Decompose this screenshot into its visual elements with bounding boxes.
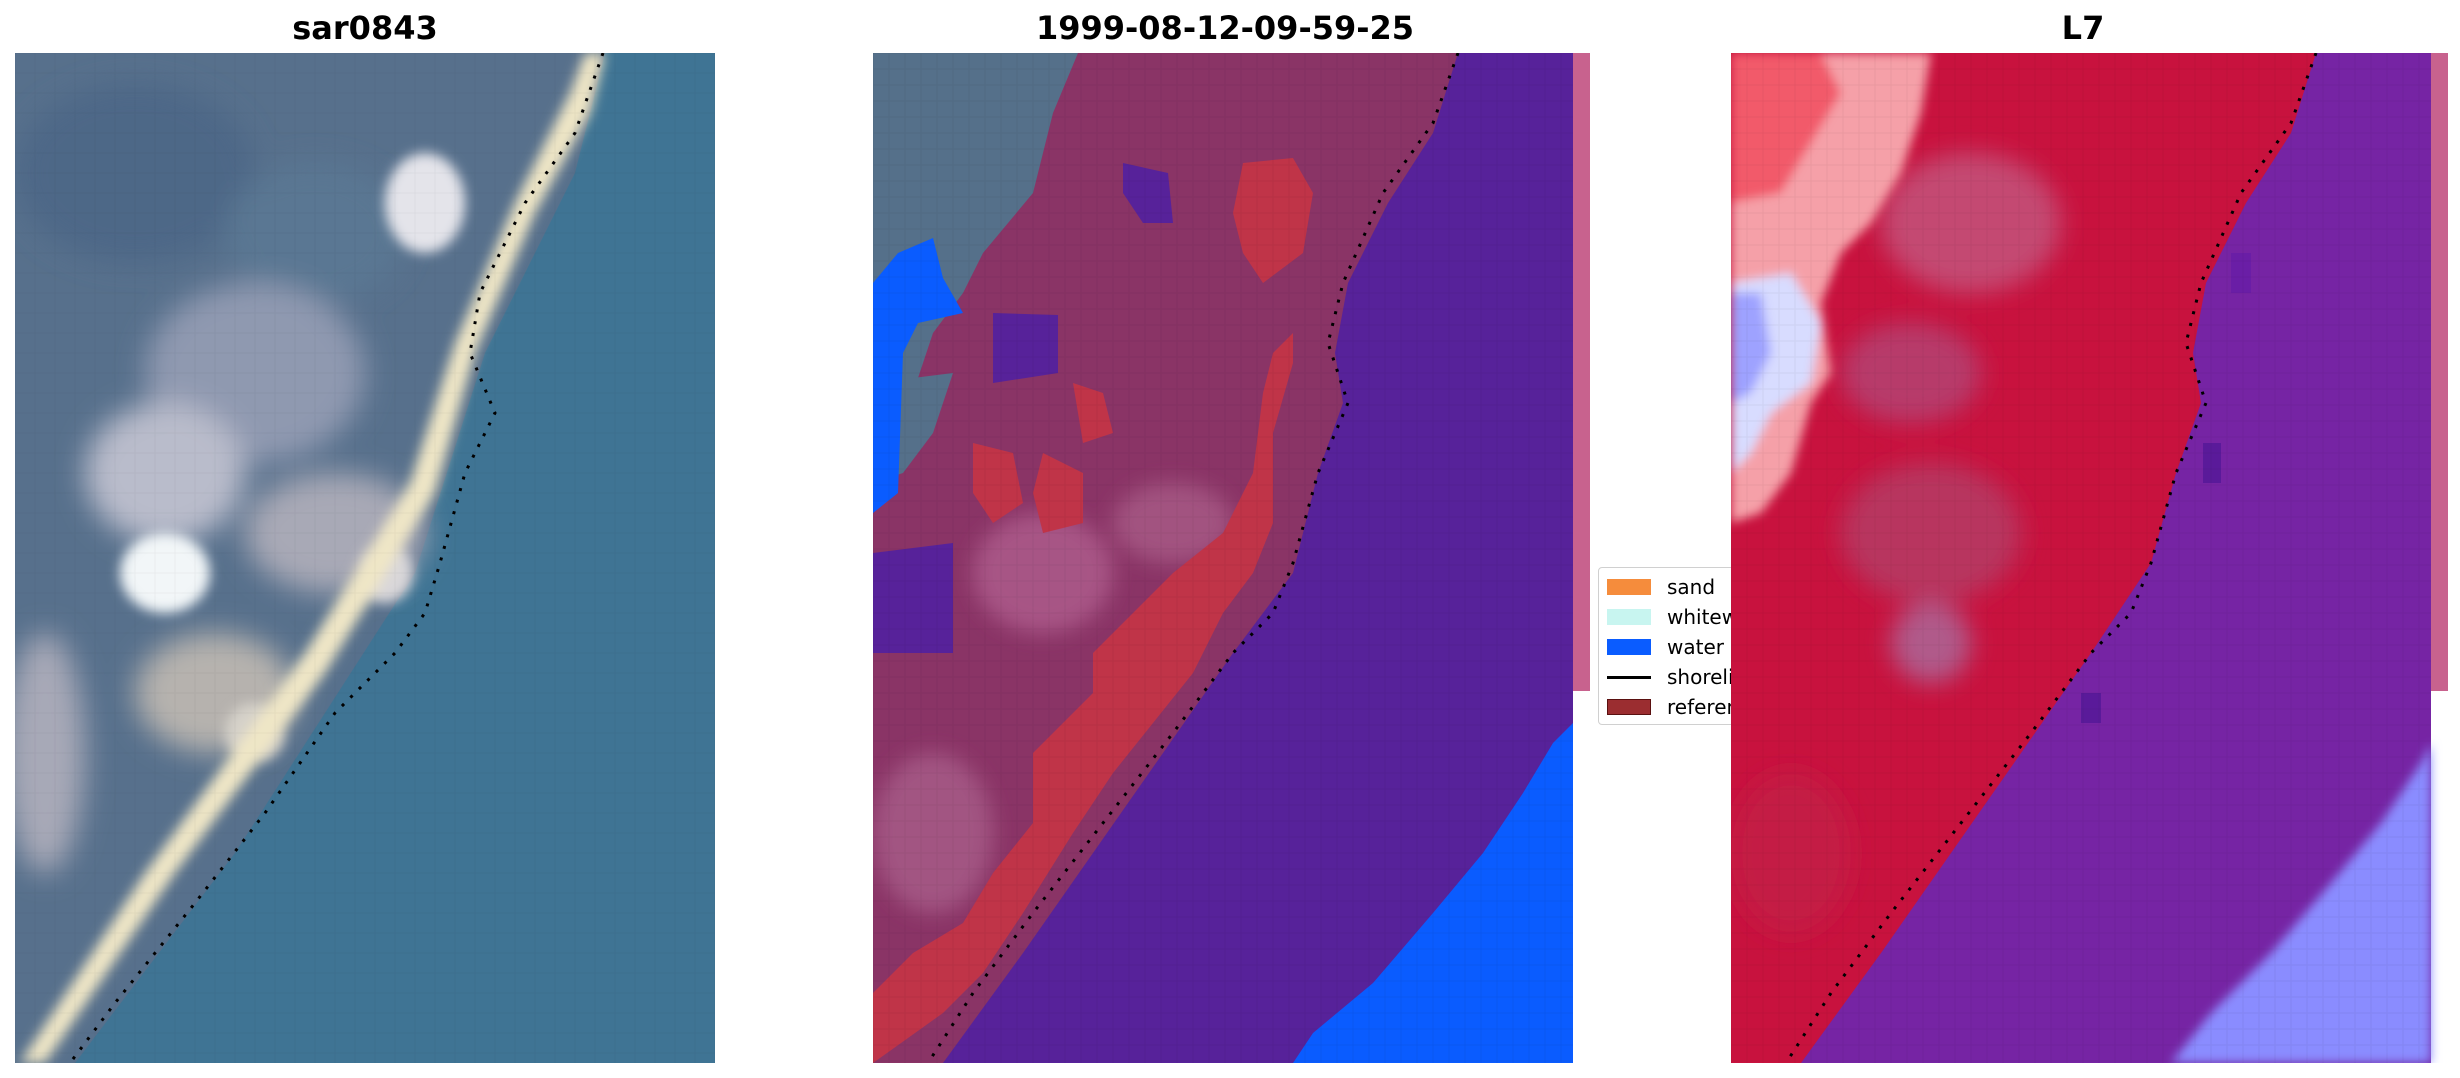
l7-image-svg <box>1731 53 2448 1063</box>
classification-image <box>873 53 1590 1063</box>
panel-title-l7: L7 <box>2061 9 2105 47</box>
whitewater-swatch <box>1607 609 1651 625</box>
legend: sand whitewater water shoreline referenc… <box>1598 567 1779 725</box>
legend-label-sand: sand <box>1667 575 1716 599</box>
rgb-satellite-image <box>15 53 715 1063</box>
reference-swatch <box>1607 699 1651 715</box>
panel-title-rgb: sar0843 <box>292 9 438 47</box>
shoreline-rgb <box>68 53 605 1063</box>
legend-item-sand: sand <box>1607 575 1716 599</box>
shoreline-l7 <box>1784 53 2318 1063</box>
legend-item-water: water <box>1607 635 1724 659</box>
sand-swatch <box>1607 579 1651 595</box>
panel-title-classification: 1999-08-12-09-59-25 <box>1035 9 1415 47</box>
rgb-image-svg <box>15 53 715 1063</box>
shoreline-classification <box>926 53 1460 1063</box>
legend-label-water: water <box>1667 635 1724 659</box>
classification-image-svg <box>873 53 1590 1063</box>
shoreline-line-swatch <box>1607 675 1651 679</box>
water-swatch <box>1607 639 1651 655</box>
l7-index-image <box>1731 53 2448 1063</box>
